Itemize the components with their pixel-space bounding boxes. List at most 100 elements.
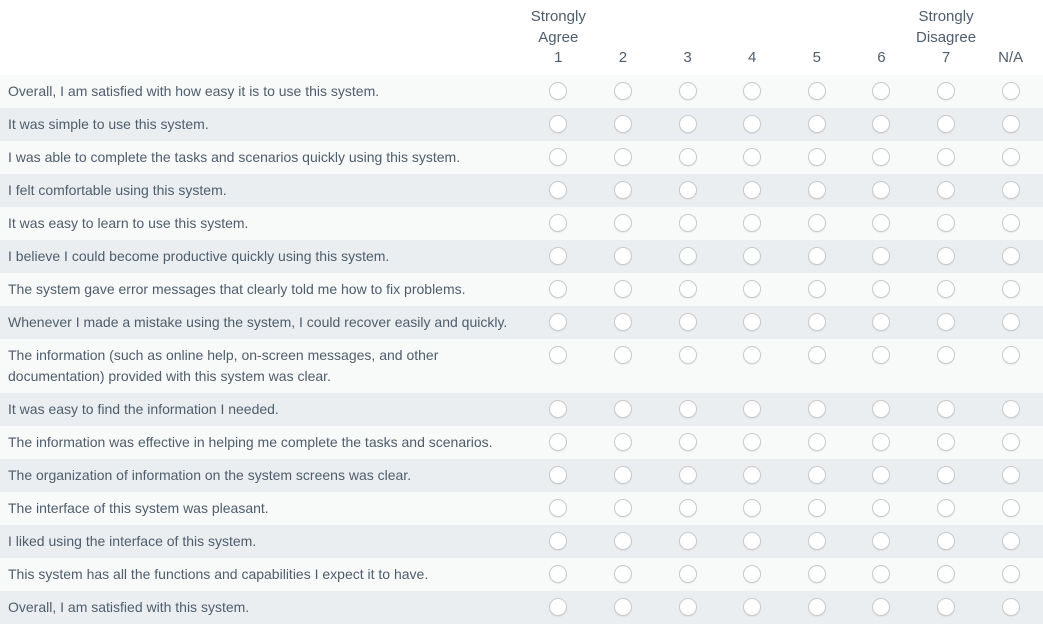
radio-option-na[interactable]	[1001, 148, 1020, 166]
radio-option-5[interactable]	[807, 346, 826, 364]
radio-option-4[interactable]	[743, 313, 762, 331]
radio-option-5[interactable]	[807, 82, 826, 100]
radio-option-4[interactable]	[743, 532, 762, 550]
radio-option-7[interactable]	[937, 400, 956, 418]
radio-option-2[interactable]	[613, 433, 632, 451]
radio-option-1[interactable]	[549, 115, 568, 133]
radio-option-5[interactable]	[807, 433, 826, 451]
radio-option-6[interactable]	[872, 598, 891, 616]
radio-option-3[interactable]	[678, 115, 697, 133]
radio-option-6[interactable]	[872, 346, 891, 364]
radio-option-6[interactable]	[872, 499, 891, 517]
radio-option-4[interactable]	[743, 565, 762, 583]
radio-option-7[interactable]	[937, 280, 956, 298]
radio-option-2[interactable]	[613, 280, 632, 298]
radio-option-3[interactable]	[678, 598, 697, 616]
radio-option-2[interactable]	[613, 313, 632, 331]
radio-option-2[interactable]	[613, 400, 632, 418]
radio-option-6[interactable]	[872, 466, 891, 484]
radio-option-na[interactable]	[1001, 532, 1020, 550]
radio-option-7[interactable]	[937, 598, 956, 616]
radio-option-na[interactable]	[1001, 598, 1020, 616]
radio-option-2[interactable]	[613, 346, 632, 364]
radio-option-3[interactable]	[678, 247, 697, 265]
radio-option-3[interactable]	[678, 466, 697, 484]
radio-option-3[interactable]	[678, 280, 697, 298]
radio-option-5[interactable]	[807, 499, 826, 517]
radio-option-na[interactable]	[1001, 313, 1020, 331]
radio-option-3[interactable]	[678, 214, 697, 232]
radio-option-1[interactable]	[549, 565, 568, 583]
radio-option-na[interactable]	[1001, 565, 1020, 583]
radio-option-7[interactable]	[937, 532, 956, 550]
radio-option-na[interactable]	[1001, 247, 1020, 265]
radio-option-2[interactable]	[613, 181, 632, 199]
radio-option-na[interactable]	[1001, 466, 1020, 484]
radio-option-na[interactable]	[1001, 214, 1020, 232]
radio-option-3[interactable]	[678, 400, 697, 418]
radio-option-2[interactable]	[613, 598, 632, 616]
radio-option-7[interactable]	[937, 148, 956, 166]
radio-option-3[interactable]	[678, 82, 697, 100]
radio-option-6[interactable]	[872, 313, 891, 331]
radio-option-1[interactable]	[549, 346, 568, 364]
radio-option-1[interactable]	[549, 433, 568, 451]
radio-option-na[interactable]	[1001, 280, 1020, 298]
radio-option-na[interactable]	[1001, 346, 1020, 364]
radio-option-2[interactable]	[613, 565, 632, 583]
radio-option-5[interactable]	[807, 247, 826, 265]
radio-option-5[interactable]	[807, 115, 826, 133]
radio-option-2[interactable]	[613, 214, 632, 232]
radio-option-2[interactable]	[613, 247, 632, 265]
radio-option-3[interactable]	[678, 499, 697, 517]
radio-option-5[interactable]	[807, 214, 826, 232]
radio-option-6[interactable]	[872, 181, 891, 199]
radio-option-2[interactable]	[613, 82, 632, 100]
radio-option-3[interactable]	[678, 565, 697, 583]
radio-option-6[interactable]	[872, 148, 891, 166]
radio-option-4[interactable]	[743, 148, 762, 166]
radio-option-na[interactable]	[1001, 499, 1020, 517]
radio-option-5[interactable]	[807, 181, 826, 199]
radio-option-5[interactable]	[807, 148, 826, 166]
radio-option-1[interactable]	[549, 466, 568, 484]
radio-option-6[interactable]	[872, 433, 891, 451]
radio-option-na[interactable]	[1001, 115, 1020, 133]
radio-option-2[interactable]	[613, 115, 632, 133]
radio-option-1[interactable]	[549, 598, 568, 616]
radio-option-6[interactable]	[872, 280, 891, 298]
radio-option-7[interactable]	[937, 82, 956, 100]
radio-option-5[interactable]	[807, 400, 826, 418]
radio-option-1[interactable]	[549, 313, 568, 331]
radio-option-1[interactable]	[549, 214, 568, 232]
radio-option-1[interactable]	[549, 532, 568, 550]
radio-option-6[interactable]	[872, 214, 891, 232]
radio-option-1[interactable]	[549, 247, 568, 265]
radio-option-3[interactable]	[678, 532, 697, 550]
radio-option-7[interactable]	[937, 115, 956, 133]
radio-option-1[interactable]	[549, 400, 568, 418]
radio-option-4[interactable]	[743, 181, 762, 199]
radio-option-2[interactable]	[613, 532, 632, 550]
radio-option-4[interactable]	[743, 214, 762, 232]
radio-option-na[interactable]	[1001, 82, 1020, 100]
radio-option-7[interactable]	[937, 433, 956, 451]
radio-option-7[interactable]	[937, 499, 956, 517]
radio-option-7[interactable]	[937, 214, 956, 232]
radio-option-3[interactable]	[678, 313, 697, 331]
radio-option-4[interactable]	[743, 466, 762, 484]
radio-option-5[interactable]	[807, 565, 826, 583]
radio-option-1[interactable]	[549, 499, 568, 517]
radio-option-2[interactable]	[613, 466, 632, 484]
radio-option-1[interactable]	[549, 82, 568, 100]
radio-option-6[interactable]	[872, 115, 891, 133]
radio-option-4[interactable]	[743, 280, 762, 298]
radio-option-4[interactable]	[743, 598, 762, 616]
radio-option-6[interactable]	[872, 400, 891, 418]
radio-option-2[interactable]	[613, 148, 632, 166]
radio-option-5[interactable]	[807, 466, 826, 484]
radio-option-7[interactable]	[937, 466, 956, 484]
radio-option-6[interactable]	[872, 82, 891, 100]
radio-option-na[interactable]	[1001, 181, 1020, 199]
radio-option-4[interactable]	[743, 115, 762, 133]
